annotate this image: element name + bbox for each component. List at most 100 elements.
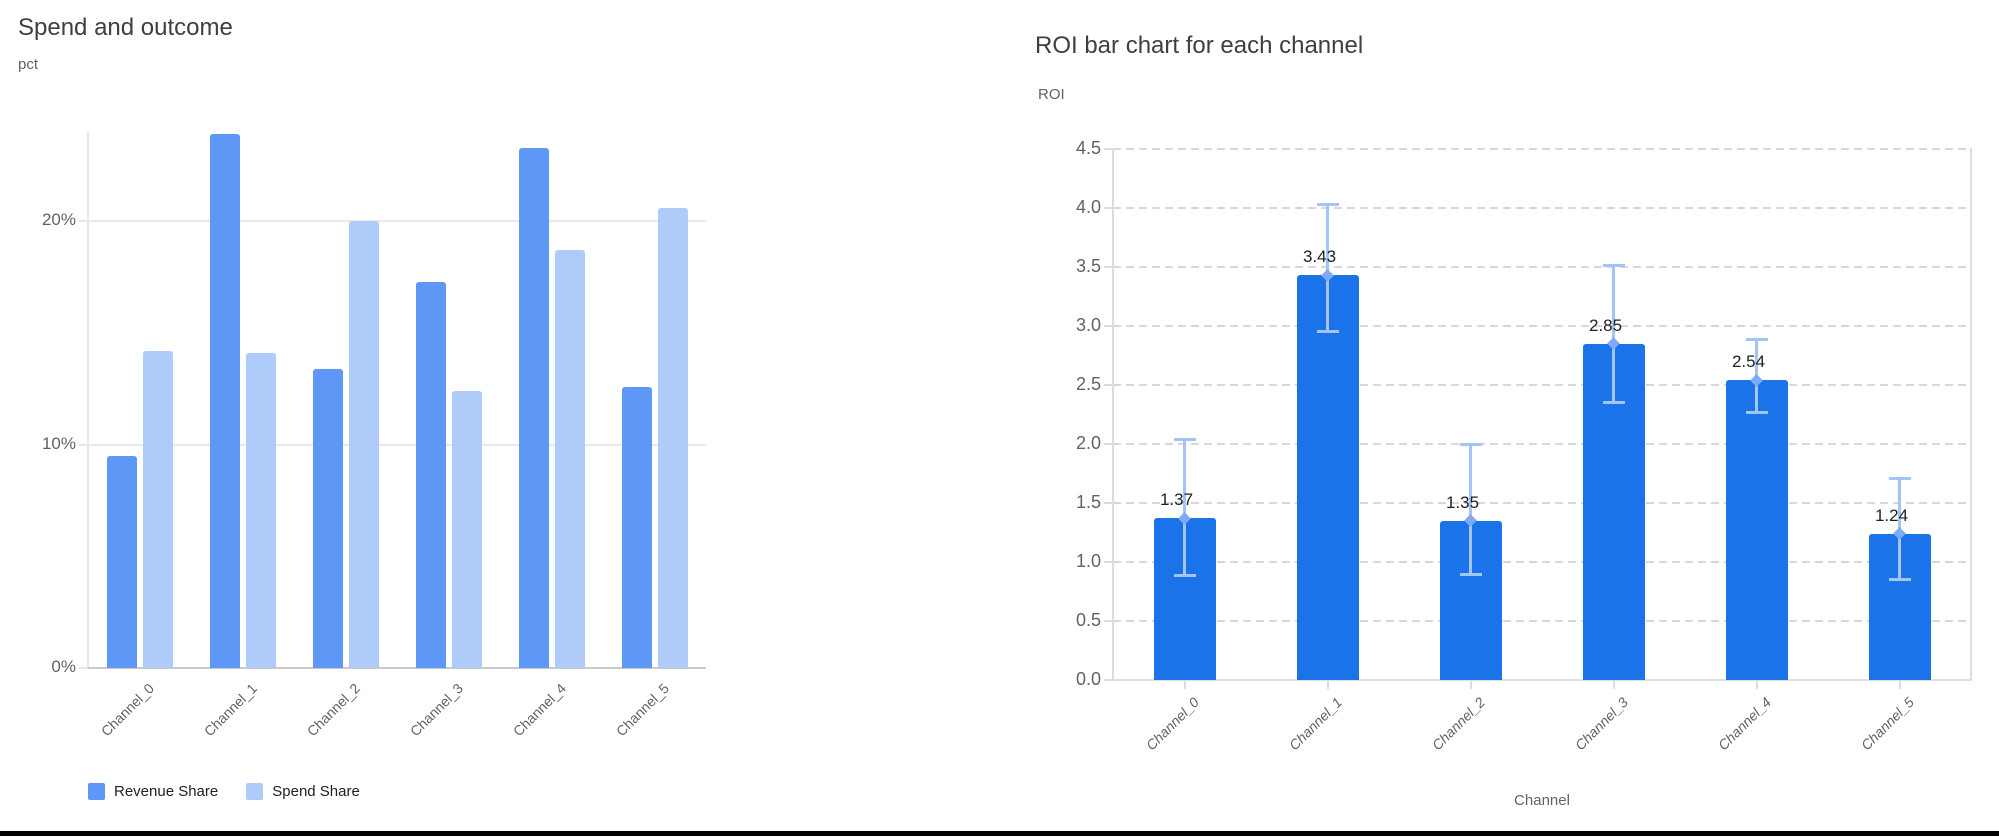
right-category-label-channel-3: Channel_3: [1571, 694, 1631, 754]
right-y-tick-label: 0.0: [1075, 669, 1101, 689]
right-y-tick-label: 3.0: [1075, 315, 1101, 335]
bar-spend-share-channel-1[interactable]: [245, 353, 276, 668]
bar-spend-share-channel-3[interactable]: [451, 391, 482, 668]
bar-revenue-share-channel-2[interactable]: [312, 368, 343, 668]
error-bar-cap-top-channel-4: [1745, 337, 1768, 341]
roi-bar-channel-1[interactable]: [1296, 275, 1359, 680]
error-bar-cap-top-channel-3: [1602, 263, 1625, 267]
left-y-axis-unit-label: pct: [18, 56, 39, 73]
error-bar-line-channel-1: [1326, 204, 1329, 332]
legend-label-spend-share: Spend Share: [272, 783, 360, 800]
right-y-tick-label: 2.0: [1075, 433, 1101, 453]
right-y-tick-mark: [1104, 502, 1113, 504]
left-x-axis-baseline: [88, 667, 706, 669]
legend-swatch-spend-share: [246, 783, 264, 800]
right-category-label-channel-0: Channel_0: [1142, 694, 1202, 754]
left-gridline: [88, 443, 706, 446]
right-y-tick-mark: [1104, 325, 1113, 327]
bar-revenue-share-channel-0[interactable]: [106, 455, 137, 668]
left-category-label-channel-2: Channel_2: [303, 680, 363, 740]
error-bar-cap-bottom-channel-1: [1316, 329, 1339, 333]
error-bar-cap-bottom-channel-5: [1888, 577, 1911, 581]
error-bar-cap-top-channel-1: [1316, 203, 1339, 207]
left-category-label-channel-5: Channel_5: [612, 680, 672, 740]
right-x-tick-mark-channel-4: [1755, 681, 1758, 689]
legend: Revenue Share Spend Share: [88, 783, 360, 800]
left-category-label-channel-0: Channel_0: [97, 680, 157, 740]
left-y-tick-mark: [79, 220, 88, 223]
right-chart-title: ROI bar chart for each channel: [1035, 32, 1364, 59]
right-category-label-channel-5: Channel_5: [1857, 694, 1917, 754]
right-gridline: [1113, 443, 1971, 445]
left-y-tick-label: 0%: [51, 657, 76, 676]
left-y-axis-line: [87, 132, 89, 668]
error-bar-cap-top-channel-2: [1459, 443, 1482, 446]
roi-value-label-channel-3: 2.85: [1588, 315, 1623, 335]
error-bar-cap-top-channel-0: [1173, 438, 1196, 442]
error-bar-cap-top-channel-5: [1888, 477, 1911, 481]
right-y-tick-label: 1.5: [1075, 492, 1101, 512]
right-category-label-channel-4: Channel_4: [1714, 694, 1774, 754]
right-category-label-channel-1: Channel_1: [1285, 694, 1345, 754]
error-bar-line-channel-3: [1612, 264, 1615, 403]
right-x-tick-mark-channel-2: [1469, 681, 1472, 689]
left-y-tick-label: 10%: [41, 433, 76, 453]
right-y-tick-mark: [1104, 148, 1113, 150]
bar-revenue-share-channel-5[interactable]: [621, 386, 652, 668]
bar-revenue-share-channel-4[interactable]: [518, 147, 549, 668]
error-bar-cap-bottom-channel-3: [1602, 400, 1625, 404]
left-gridline: [88, 220, 706, 223]
right-y-tick-label: 2.5: [1075, 374, 1101, 394]
right-x-tick-mark-channel-5: [1898, 681, 1901, 689]
roi-bar-channel-4[interactable]: [1725, 380, 1788, 680]
right-gridline: [1113, 148, 1971, 150]
bottom-divider: [0, 831, 1999, 836]
roi-value-label-channel-0: 1.37: [1159, 490, 1194, 510]
roi-value-label-channel-5: 1.24: [1874, 505, 1909, 525]
bar-revenue-share-channel-3[interactable]: [415, 281, 446, 668]
bar-revenue-share-channel-1[interactable]: [209, 134, 240, 668]
left-category-label-channel-1: Channel_1: [200, 680, 260, 740]
error-bar-cap-bottom-channel-4: [1745, 411, 1768, 415]
right-x-tick-mark-channel-1: [1326, 681, 1329, 689]
right-plot-right-border: [1970, 148, 1972, 681]
right-gridline: [1113, 384, 1971, 386]
bar-spend-share-channel-5[interactable]: [657, 207, 688, 668]
error-bar-cap-bottom-channel-2: [1459, 572, 1482, 576]
right-gridline: [1113, 620, 1971, 622]
bar-spend-share-channel-0[interactable]: [142, 350, 173, 668]
right-y-tick-mark: [1104, 620, 1113, 622]
legend-item-revenue-share[interactable]: Revenue Share: [88, 783, 218, 800]
right-gridline: [1113, 207, 1971, 209]
right-gridline: [1113, 266, 1971, 268]
legend-swatch-revenue-share: [88, 783, 105, 800]
right-category-label-channel-2: Channel_2: [1428, 694, 1488, 754]
error-bar-line-channel-0: [1183, 439, 1186, 577]
right-x-axis-baseline: [1113, 679, 1971, 681]
left-y-tick-mark: [79, 667, 88, 669]
roi-value-label-channel-4: 2.54: [1731, 352, 1766, 372]
right-y-tick-label: 4.5: [1075, 138, 1101, 158]
right-y-tick-label: 1.0: [1075, 551, 1101, 571]
roi-value-label-channel-2: 1.35: [1445, 492, 1480, 512]
right-gridline: [1113, 502, 1971, 504]
left-y-tick-label: 20%: [41, 210, 76, 230]
right-y-axis-line: [1112, 148, 1114, 681]
right-y-tick-mark: [1104, 207, 1113, 209]
right-gridline: [1113, 561, 1971, 563]
right-y-axis-unit-label: ROI: [1038, 86, 1065, 103]
bar-spend-share-channel-4[interactable]: [554, 250, 585, 668]
right-x-tick-mark-channel-0: [1183, 681, 1186, 689]
bar-spend-share-channel-2[interactable]: [348, 221, 379, 668]
right-y-tick-mark: [1104, 266, 1113, 268]
right-y-tick-mark: [1104, 561, 1113, 563]
left-category-label-channel-4: Channel_4: [509, 680, 569, 740]
roi-value-label-channel-1: 3.43: [1302, 247, 1337, 267]
right-y-tick-mark: [1104, 679, 1113, 681]
legend-item-spend-share[interactable]: Spend Share: [246, 783, 360, 800]
right-y-tick-label: 4.0: [1075, 197, 1101, 217]
right-y-tick-label: 3.5: [1075, 256, 1101, 276]
legend-label-revenue-share: Revenue Share: [114, 783, 219, 800]
